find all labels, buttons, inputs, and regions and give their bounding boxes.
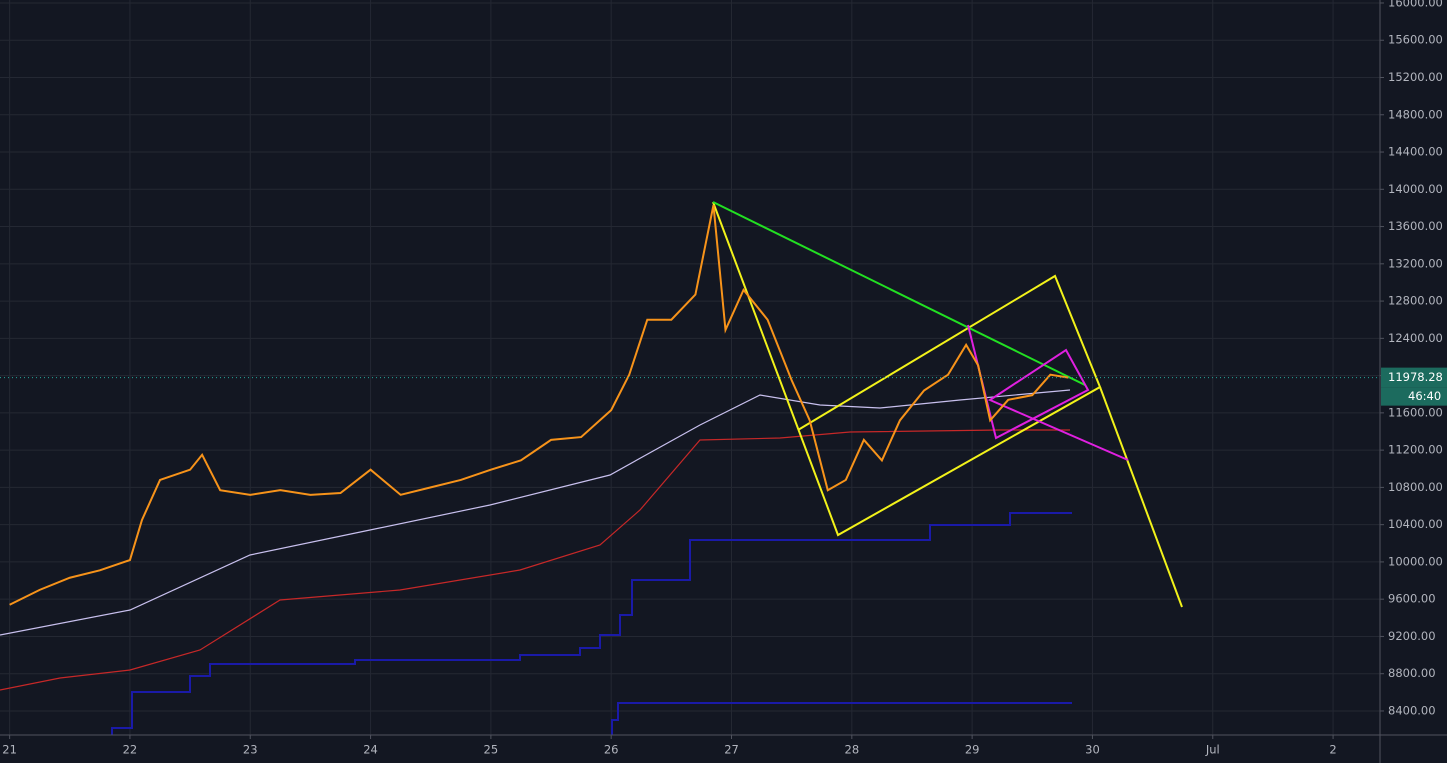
x-tick-label: 23: [243, 743, 258, 757]
y-tick-label: 12400.00: [1388, 331, 1443, 345]
x-tick-label: 29: [965, 743, 980, 757]
y-tick-label: 13600.00: [1388, 219, 1443, 233]
y-tick-label: 11600.00: [1388, 405, 1443, 419]
x-tick-label: 24: [363, 743, 378, 757]
x-tick-label: 25: [484, 743, 499, 757]
projection-yellow: [1099, 386, 1183, 608]
y-tick-label: 14400.00: [1388, 145, 1443, 159]
step-blue-high: [111, 512, 1072, 735]
y-tick-label: 12800.00: [1388, 294, 1443, 308]
x-tick-label: 30: [1085, 743, 1100, 757]
y-tick-label: 16000.00: [1388, 0, 1443, 9]
y-tick-label: 9200.00: [1388, 629, 1436, 643]
grid: [0, 0, 1380, 735]
y-tick-label: 14000.00: [1388, 182, 1443, 196]
y-tick-label: 14800.00: [1388, 107, 1443, 121]
y-tick-label: 8800.00: [1388, 666, 1436, 680]
indicators: [0, 201, 1183, 735]
ma-lavender: [0, 389, 1071, 636]
y-tick-label: 15200.00: [1388, 70, 1443, 84]
y-tick-label: 10000.00: [1388, 554, 1443, 568]
x-tick-label: Jul: [1205, 743, 1220, 757]
x-tick-label: 22: [123, 743, 138, 757]
x-tick-label: 2: [1329, 743, 1336, 757]
y-tick-label: 11200.00: [1388, 443, 1443, 457]
countdown-box: [1381, 387, 1447, 406]
last-price-label: 11978.28: [1388, 370, 1443, 384]
y-tick-label: 10400.00: [1388, 517, 1443, 531]
trend-green: [712, 201, 1086, 386]
y-tick-label: 10800.00: [1388, 480, 1443, 494]
price-line: [9, 204, 1069, 606]
x-tick-label: 28: [845, 743, 860, 757]
countdown: 46:40: [1408, 389, 1441, 403]
x-tick-label: 21: [2, 743, 17, 757]
y-tick-label: 13200.00: [1388, 256, 1443, 270]
x-tick-label: 26: [604, 743, 619, 757]
channel-yellow: [712, 201, 1102, 537]
baseline-red: [0, 429, 1070, 691]
step-blue-low: [611, 702, 1072, 735]
x-tick-label: 27: [724, 743, 739, 757]
y-tick-label: 9600.00: [1388, 592, 1436, 606]
last-price-box: [1381, 367, 1447, 388]
y-tick-label: 8400.00: [1388, 703, 1436, 717]
y-tick-label: 15600.00: [1388, 33, 1443, 47]
